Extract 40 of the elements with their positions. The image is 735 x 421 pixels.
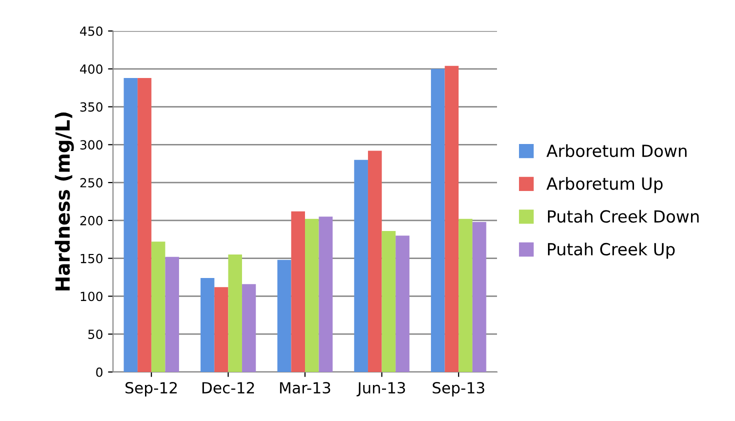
legend-label: Arboretum Down [546, 144, 687, 158]
y-axis-title: Hardness (mg/L) [54, 112, 74, 290]
y-tick-label: 450 [80, 26, 102, 36]
x-tick-label: Mar-13 [280, 382, 330, 394]
bar [444, 66, 459, 372]
y-tick-label: 200 [80, 216, 102, 226]
bar [430, 68, 445, 372]
x-tick-label: Sep-12 [126, 382, 177, 397]
bar [458, 218, 472, 372]
bar [472, 222, 486, 372]
y-tick-label: 0 [96, 367, 102, 377]
legend-label: Arboretum Up [546, 177, 663, 194]
bar [396, 236, 410, 372]
y-tick-label: 400 [80, 64, 102, 74]
x-tick-label: Sep-13 [432, 382, 484, 397]
bar [368, 150, 382, 372]
bar [165, 256, 180, 372]
bar [318, 216, 333, 372]
bar [138, 78, 152, 372]
bar [305, 218, 319, 372]
bar [228, 254, 242, 372]
y-tick-label: 100 [80, 292, 102, 302]
bar [277, 260, 292, 372]
y-tick-label: 150 [80, 254, 102, 264]
legend-label: Putah Creek Up [548, 242, 675, 259]
y-tick-label: 300 [80, 140, 102, 150]
bar [151, 242, 166, 372]
bar [200, 278, 214, 372]
bar [214, 287, 228, 372]
x-tick-label: Jun-13 [356, 382, 405, 396]
x-tick-label: Dec-12 [202, 382, 254, 394]
bar [382, 231, 396, 372]
legend-label: Putah Creek Down [548, 210, 699, 223]
bar [242, 284, 256, 372]
y-tick-label: 50 [88, 330, 102, 340]
y-tick-label: 250 [80, 178, 102, 188]
y-tick-label: 350 [80, 102, 102, 112]
bar [354, 160, 368, 372]
bar [291, 211, 305, 372]
bar [124, 78, 138, 372]
